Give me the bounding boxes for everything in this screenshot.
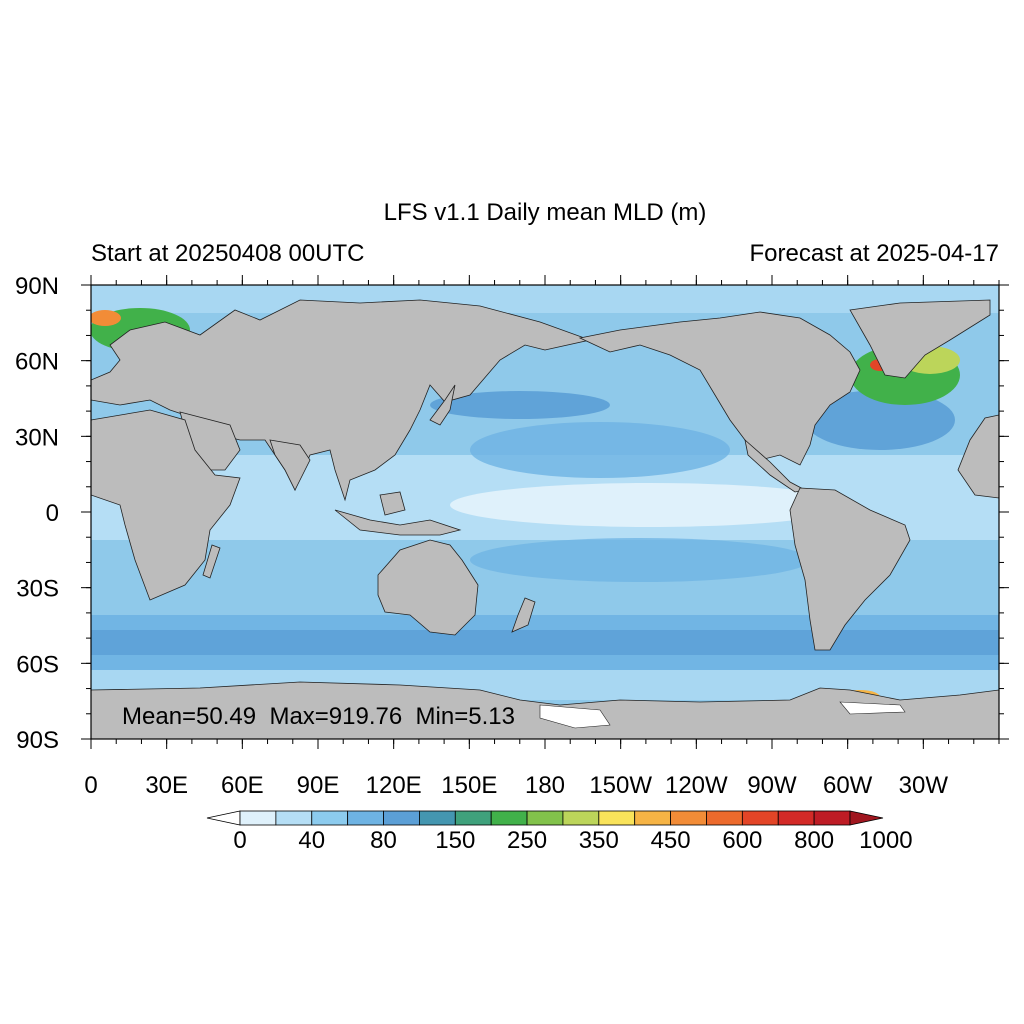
longitude-axis: 0 30E 60E 90E 120E 150E 180 150W 120W 90W 60W 30W (84, 275, 1000, 799)
land-australia (377, 539, 479, 636)
colorbar (206, 810, 884, 826)
mld-zone-gulf-stream (805, 390, 955, 450)
lon-tick-label: 60W (823, 772, 873, 799)
colorbar-label: 80 (370, 827, 397, 854)
colorbar-swatch (562, 810, 600, 826)
stats-text: Mean=50.49 Max=919.76 Min=5.13 (122, 703, 515, 730)
mld-zone-equatorial-pacific (450, 483, 850, 527)
land-madagascar (202, 544, 221, 579)
colorbar-label: 40 (298, 827, 325, 854)
lon-tick-label: 30E (145, 772, 188, 799)
lon-tick-label: 150W (589, 772, 652, 799)
colorbar-swatch (239, 810, 277, 826)
lat-tick-label: 60S (16, 651, 59, 678)
lon-tick-label: 60E (221, 772, 264, 799)
colorbar-swatch (490, 810, 528, 826)
lat-tick-label: 90N (15, 273, 59, 300)
colorbar-swatch (275, 810, 313, 826)
land-africa (91, 409, 241, 601)
colorbar-label: 600 (722, 827, 762, 854)
lat-tick-label: 30S (16, 576, 59, 603)
map-panel (91, 285, 999, 739)
colorbar-label: 1000 (859, 827, 912, 854)
lat-tick-label: 0 (46, 500, 59, 527)
lon-tick-label: 120W (665, 772, 728, 799)
colorbar-swatch (634, 810, 671, 826)
lon-tick-label: 180 (525, 772, 565, 799)
colorbar-swatch (526, 810, 564, 826)
lon-tick-label: 90E (297, 772, 340, 799)
mld-zone-north-pacific-deep (470, 422, 730, 478)
lon-tick-label: 150E (441, 772, 497, 799)
land-japan (429, 384, 456, 426)
colorbar-swatch (347, 810, 384, 826)
land-west-africa (957, 414, 999, 499)
land-greenland (849, 299, 991, 379)
lat-tick-label: 60N (15, 349, 59, 376)
forecast-subtitle: Forecast at 2025-04-17 (750, 240, 999, 267)
lon-tick-label: 0 (84, 772, 97, 799)
colorbar-swatch (311, 810, 349, 826)
colorbar-swatch (383, 810, 420, 826)
land-masses (91, 299, 999, 739)
lon-tick-label: 120E (366, 772, 422, 799)
latitude-axis: 90N 60N 30N 0 30S 60S 90S (15, 273, 1009, 754)
colorbar-swatch (777, 810, 815, 826)
mld-field (91, 285, 999, 704)
colorbar-swatch (419, 810, 456, 826)
colorbar-labels: 0 40 80 150 250 350 450 600 800 1000 (233, 827, 912, 854)
colorbar-label: 800 (794, 827, 834, 854)
ice-ross-shelf (539, 704, 611, 729)
land-north-america (578, 311, 861, 466)
colorbar-swatch (813, 810, 851, 826)
land-south-america (789, 487, 911, 651)
colorbar-low-triangle (206, 810, 241, 826)
colorbar-label: 150 (435, 827, 475, 854)
start-subtitle: Start at 20250408 00UTC (91, 240, 365, 267)
mld-zone-arctic (91, 285, 999, 313)
colorbar-label: 0 (233, 827, 246, 854)
colorbar-label: 250 (507, 827, 547, 854)
colorbar-swatch (670, 810, 707, 826)
colorbar-label: 450 (651, 827, 691, 854)
mld-zone-southern-ocean-core (91, 630, 999, 655)
colorbar-label: 350 (579, 827, 619, 854)
land-borneo (379, 491, 406, 516)
colorbar-swatch (741, 810, 779, 826)
land-india (269, 439, 311, 491)
lon-tick-label: 30W (899, 772, 949, 799)
land-indonesia (334, 509, 462, 536)
colorbar-swatch (598, 810, 636, 826)
lat-tick-label: 90S (16, 727, 59, 754)
mld-zone-kuroshio (430, 391, 610, 419)
colorbar-high-triangle (849, 810, 884, 826)
colorbar-swatch (454, 810, 492, 826)
land-new-zealand (511, 597, 536, 633)
ice-weddell-shelf (839, 701, 906, 715)
lon-tick-label: 90W (747, 772, 797, 799)
mld-zone-south-pacific-deep (470, 538, 810, 582)
ice-shelves (539, 701, 906, 729)
lat-tick-label: 30N (15, 424, 59, 451)
colorbar-swatch (706, 810, 743, 826)
chart-title: LFS v1.1 Daily mean MLD (m) (384, 199, 707, 226)
mld-zone-greenland-sea (91, 310, 121, 326)
